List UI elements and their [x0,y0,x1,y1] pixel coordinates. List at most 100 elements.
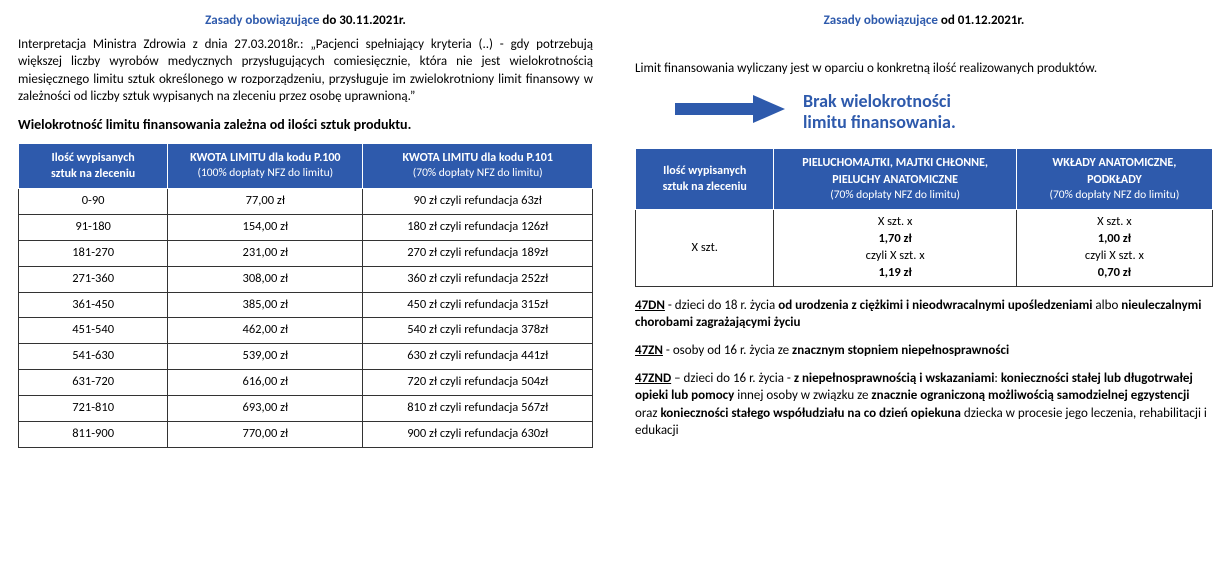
arrow-msg-l1: Brak wielokrotności [803,90,951,112]
code-47znd-p3: oraz [635,406,660,421]
right-th-cat1: PIELUCHOMAJTKI, MAJTKI CHŁONNE, PIELUCHY… [774,149,1016,210]
code-47zn-b1: znacznym stopniem niepełnosprawności [792,343,1009,358]
left-th-p101-l1: KWOTA LIMITU dla kodu P.101 [402,151,552,165]
table-cell: 720 zł czyli refundacja 504zł [363,370,593,396]
table-cell: 811-900 [19,421,168,447]
table-cell: 181-270 [19,240,168,266]
right-td-cat1-l2a: czyli X szt. x [782,248,1007,265]
code-47zn: 47ZN - osoby od 16 r. życia ze znacznym … [635,342,1213,360]
right-th-cat1-l3: (70% dopłaty NFZ do limitu) [782,188,1007,204]
table-cell: 361-450 [19,292,168,318]
right-td-cat1: X szt. x 1,70 zł czyli X szt. x 1,19 zł [774,210,1016,287]
left-th-qty: Ilość wypisanych sztuk na zleceniu [19,143,168,188]
table-cell: 541-630 [19,344,168,370]
right-th-cat2-l1: WKŁADY ANATOMICZNE, [1052,156,1176,170]
table-row: 541-630539,00 zł630 zł czyli refundacja … [19,344,593,370]
right-th-qty-l1: Ilość wypisanych [663,164,746,178]
right-column: Zasady obowiązujące od 01.12.2021r. Limi… [635,12,1213,450]
table-cell: 810 zł czyli refundacja 567zł [363,396,593,422]
right-th-cat2: WKŁADY ANATOMICZNE, PODKŁADY (70% dopłat… [1016,149,1212,210]
code-47znd-b3: znacznie ograniczoną możliwością samodzi… [871,388,1189,403]
right-td-cat2-l1b: 1,00 zł [1025,231,1204,248]
code-47dn-mid: albo [1092,298,1121,313]
table-cell: 630 zł czyli refundacja 441zł [363,344,593,370]
left-interpretation: Interpretacja Ministra Zdrowia z dnia 27… [18,36,593,106]
left-column: Zasady obowiązujące do 30.11.2021r. Inte… [18,12,593,450]
left-th-p100: KWOTA LIMITU dla kodu P.100 (100% dopłat… [168,143,363,188]
left-title-rest: do 30.11.2021r. [319,13,405,28]
right-th-qty: Ilość wypisanych sztuk na zleceniu [636,149,774,210]
right-table: Ilość wypisanych sztuk na zleceniu PIELU… [635,148,1213,286]
table-cell: 231,00 zł [168,240,363,266]
table-row: 811-900770,00 zł900 zł czyli refundacja … [19,421,593,447]
code-47zn-sep: - osoby od 16 r. życia ze [663,343,792,358]
left-th-p101-l2: (70% dopłaty NFZ do limitu) [371,166,584,182]
arrow-message: Brak wielokrotności limitu finansowania. [803,91,956,132]
code-47znd-b1: z niepełnosprawnością i wskazaniami [794,371,995,386]
left-table-header-row: Ilość wypisanych sztuk na zleceniu KWOTA… [19,143,593,188]
arrow-msg-l2: limitu finansowania. [803,111,956,133]
code-47zn-code: 47ZN [635,343,663,358]
right-td-cat2: X szt. x 1,00 zł czyli X szt. x 0,70 zł [1016,210,1212,287]
right-td-cat1-l1a: X szt. x [782,214,1007,231]
left-title: Zasady obowiązujące do 30.11.2021r. [18,12,593,30]
right-td-cat2-l2a: czyli X szt. x [1025,248,1204,265]
table-cell: 270 zł czyli refundacja 189zł [363,240,593,266]
left-th-p101: KWOTA LIMITU dla kodu P.101 (70% dopłaty… [363,143,593,188]
right-table-row: X szt. X szt. x 1,70 zł czyli X szt. x 1… [636,210,1213,287]
arrow-right-icon [675,93,785,131]
table-cell: 271-360 [19,266,168,292]
right-th-cat1-l2: PIELUCHY ANATOMICZNE [832,173,958,187]
table-cell: 539,00 zł [168,344,363,370]
right-intro: Limit finansowania wyliczany jest w opar… [635,60,1213,78]
table-cell: 154,00 zł [168,214,363,240]
table-cell: 91-180 [19,214,168,240]
code-47znd-b4: konieczności stałego współudziału na co … [660,406,961,421]
code-47dn-code: 47DN [635,298,665,313]
table-cell: 77,00 zł [168,189,363,215]
code-47znd-p2: innej osoby w związku ze [734,388,871,403]
table-row: 451-540462,00 zł540 zł czyli refundacja … [19,318,593,344]
arrow-row: Brak wielokrotności limitu finansowania. [635,91,1213,132]
code-47znd-code: 47ZND [635,371,671,386]
table-cell: 451-540 [19,318,168,344]
table-row: 91-180154,00 zł180 zł czyli refundacja 1… [19,214,593,240]
table-cell: 450 zł czyli refundacja 315zł [363,292,593,318]
code-47dn: 47DN - dzieci do 18 r. życia od urodzeni… [635,297,1213,332]
right-title: Zasady obowiązujące od 01.12.2021r. [635,12,1213,30]
right-th-cat1-l1: PIELUCHOMAJTKI, MAJTKI CHŁONNE, [802,156,988,170]
table-cell: 180 zł czyli refundacja 126zł [363,214,593,240]
left-th-qty-l1: Ilość wypisanych [52,151,135,165]
table-cell: 308,00 zł [168,266,363,292]
table-cell: 721-810 [19,396,168,422]
table-cell: 631-720 [19,370,168,396]
right-td-cat2-l2b: 0,70 zł [1025,265,1204,282]
right-title-blue: Zasady obowiązujące [824,13,938,28]
table-cell: 616,00 zł [168,370,363,396]
left-th-p100-l2: (100% dopłaty NFZ do limitu) [176,166,354,182]
right-table-header-row: Ilość wypisanych sztuk na zleceniu PIELU… [636,149,1213,210]
right-td-cat2-l1a: X szt. x [1025,214,1204,231]
table-cell: 385,00 zł [168,292,363,318]
table-cell: 462,00 zł [168,318,363,344]
table-cell: 90 zł czyli refundacja 63zł [363,189,593,215]
table-cell: 0-90 [19,189,168,215]
two-column-layout: Zasady obowiązujące do 30.11.2021r. Inte… [18,12,1213,450]
code-47znd-sep: – dzieci do 16 r. życia - [671,371,794,386]
code-47dn-sep: - dzieci do 18 r. życia [665,298,778,313]
table-row: 181-270231,00 zł270 zł czyli refundacja … [19,240,593,266]
right-th-cat2-l2: PODKŁADY [1087,173,1142,187]
right-td-qty: X szt. [636,210,774,287]
right-td-cat1-l1b: 1,70 zł [782,231,1007,248]
table-row: 361-450385,00 zł450 zł czyli refundacja … [19,292,593,318]
left-th-qty-l2: sztuk na zleceniu [51,167,135,181]
table-cell: 693,00 zł [168,396,363,422]
table-row: 271-360308,00 zł360 zł czyli refundacja … [19,266,593,292]
table-cell: 540 zł czyli refundacja 378zł [363,318,593,344]
right-th-qty-l2: sztuk na zleceniu [663,180,747,194]
code-47znd: 47ZND – dzieci do 16 r. życia - z niepeł… [635,370,1213,440]
table-cell: 900 zł czyli refundacja 630zł [363,421,593,447]
table-row: 631-720616,00 zł720 zł czyli refundacja … [19,370,593,396]
table-row: 0-9077,00 zł90 zł czyli refundacja 63zł [19,189,593,215]
right-td-cat1-l2b: 1,19 zł [782,265,1007,282]
